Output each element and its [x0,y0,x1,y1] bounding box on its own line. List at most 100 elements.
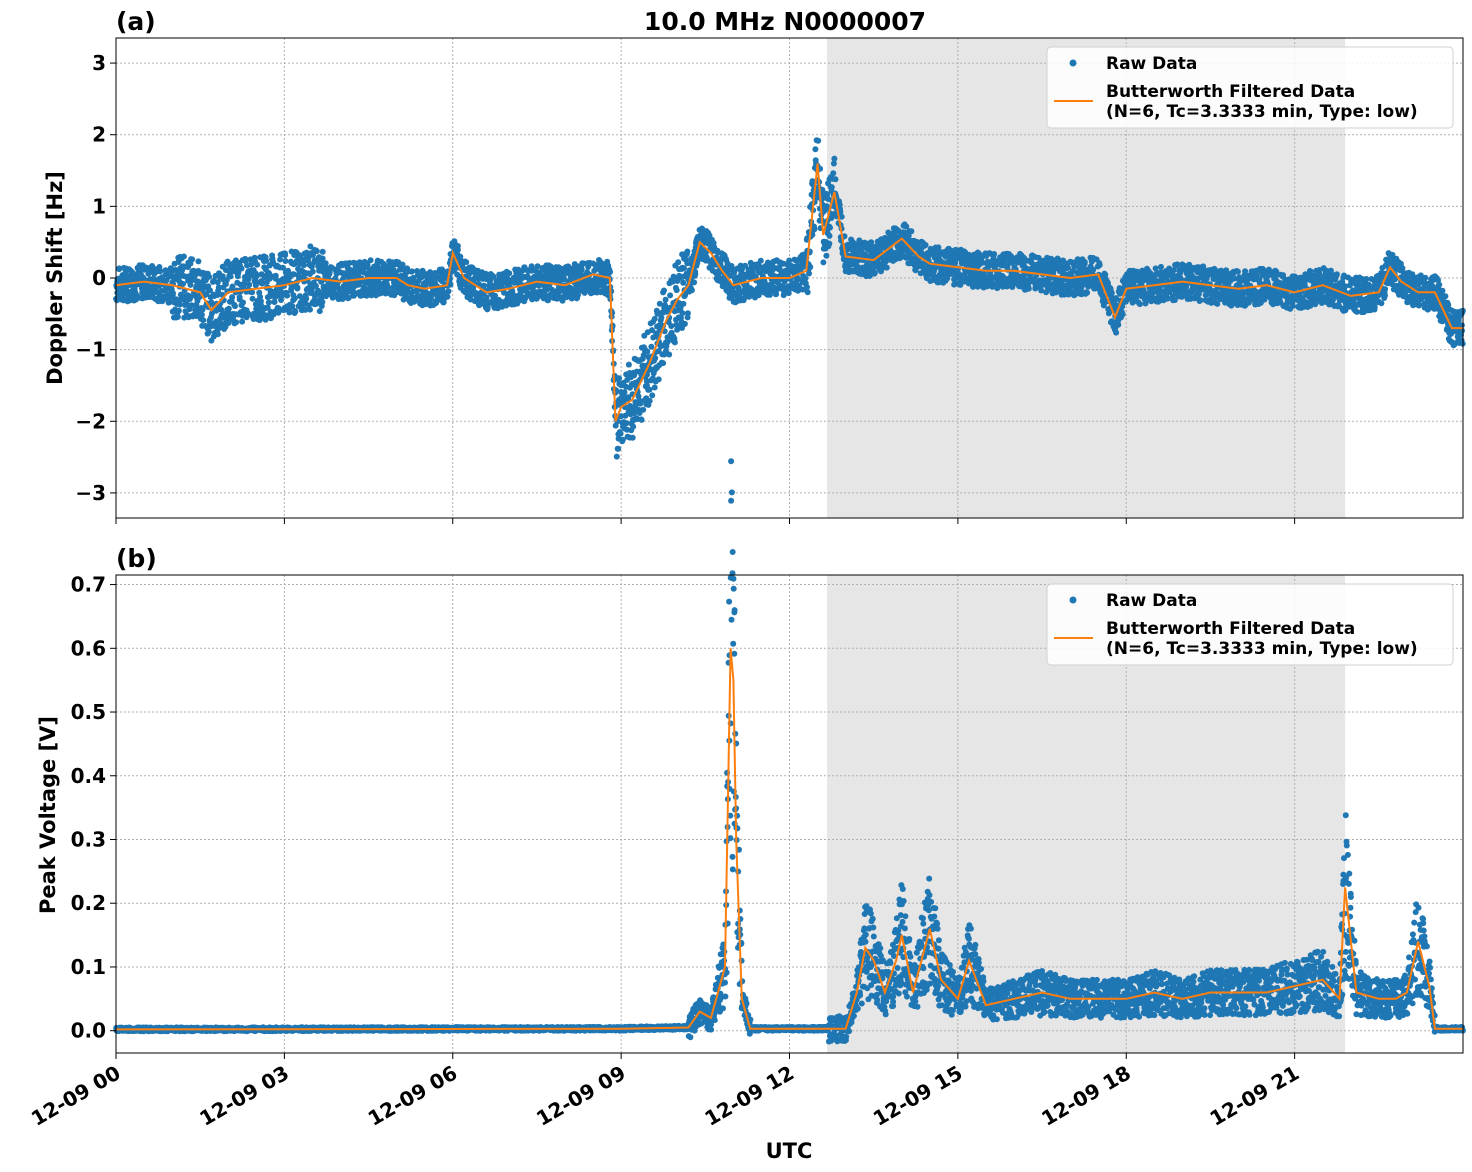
raw-data-point [187,281,194,288]
raw-data-point [265,299,272,306]
raw-data-point [684,248,691,255]
raw-data-point [301,262,307,269]
raw-data-point [116,265,123,272]
raw-data-point [630,423,637,430]
raw-data-point [815,137,822,144]
raw-data-point [188,302,195,309]
raw-data-point [830,170,837,177]
raw-data-point [205,329,212,335]
raw-data-point [691,279,698,286]
raw-data-point [1399,265,1406,272]
raw-data-point [649,392,656,399]
raw-data-point [225,320,232,326]
raw-data-point [195,258,202,265]
raw-data-point [227,273,234,280]
raw-data-point [254,261,261,268]
raw-data-point [1119,311,1126,318]
raw-data-point [229,283,236,290]
raw-data-point [225,305,232,312]
raw-data-point [1158,263,1164,270]
raw-data-point [668,323,675,330]
raw-data-point [506,270,513,277]
raw-data-point [646,397,653,404]
raw-data-point [883,264,890,271]
raw-data-point [826,232,833,239]
raw-data-point [174,313,181,320]
raw-data-point [200,317,207,324]
raw-data-point [307,306,313,313]
raw-data-point [826,240,833,247]
panel-a-raw-data [113,137,1466,460]
raw-data-point [246,281,253,288]
raw-data-point [445,288,452,295]
raw-data-point [189,256,196,263]
raw-data-point [616,375,623,382]
raw-data-point [667,292,674,299]
raw-data-point [1025,285,1032,292]
raw-data-point [673,287,680,294]
raw-data-point [922,242,929,248]
raw-data-point [296,293,303,300]
raw-data-point [214,331,221,338]
raw-data-point [180,280,186,287]
raw-data-point [661,287,667,294]
raw-data-point [319,299,326,305]
raw-data-point [607,268,614,275]
raw-data-point [807,264,814,270]
raw-data-point [1164,295,1171,302]
raw-data-point [319,248,326,255]
raw-data-point [811,226,818,233]
raw-data-point [367,257,374,264]
raw-data-point [827,224,833,231]
raw-data-point [313,248,320,255]
raw-data-point [215,284,222,291]
raw-data-point [680,279,687,286]
raw-data-point [681,265,687,272]
raw-data-point [316,308,323,315]
raw-data-point [294,284,301,291]
raw-data-point [666,351,673,358]
raw-data-point [463,259,470,266]
raw-data-point [684,314,691,321]
raw-data-point [1096,260,1103,267]
raw-data-point [1289,303,1296,309]
raw-data-point [831,155,838,162]
raw-data-point [454,246,461,253]
raw-data-point [1382,286,1389,293]
raw-data-point [823,252,830,259]
raw-data-point [757,257,764,264]
raw-data-point [660,360,667,367]
raw-data-point [257,298,264,305]
raw-data-point [640,406,647,413]
raw-data-point [820,259,827,266]
raw-data-point [617,430,624,437]
raw-data-point [1136,301,1143,308]
raw-data-point [207,287,213,294]
raw-data-point [868,239,875,246]
raw-data-point [214,279,221,286]
raw-data-point [176,301,183,308]
raw-data-point [1333,271,1340,278]
raw-data-point [651,315,658,322]
raw-data-point [232,303,238,310]
raw-data-point [481,282,487,289]
raw-data-point [170,290,176,297]
raw-data-point [688,287,695,294]
raw-data-point [157,268,164,275]
raw-data-point [1084,289,1091,296]
raw-data-point [828,184,835,191]
chart-title: 10.0 MHz N0000007 [644,7,926,36]
raw-data-point [681,320,688,327]
raw-data-point [218,306,225,313]
raw-data-point [651,384,658,391]
raw-data-point [1081,259,1088,265]
raw-data-point [991,251,998,257]
raw-data-point [444,293,451,300]
raw-data-point [284,292,291,299]
raw-data-point [692,270,699,277]
raw-data-point [238,265,245,272]
raw-data-point [680,300,687,307]
raw-data-point [198,311,205,318]
